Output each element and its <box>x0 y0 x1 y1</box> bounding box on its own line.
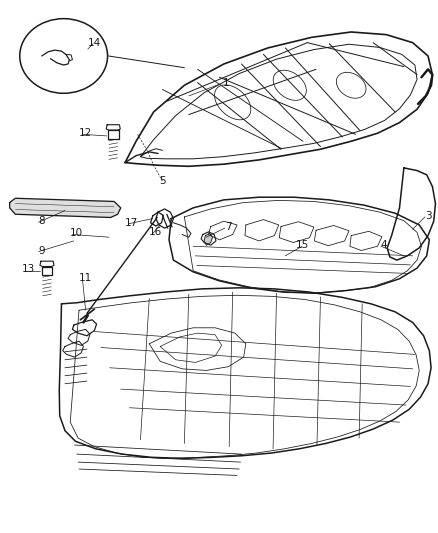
Text: 13: 13 <box>22 264 35 274</box>
Text: 17: 17 <box>125 218 138 228</box>
Text: 8: 8 <box>38 216 45 226</box>
Text: 11: 11 <box>79 273 92 283</box>
Text: 4: 4 <box>380 240 387 250</box>
Text: 1: 1 <box>222 78 229 87</box>
Polygon shape <box>10 198 120 217</box>
Text: 3: 3 <box>424 211 431 221</box>
Text: 9: 9 <box>38 246 45 255</box>
Text: 12: 12 <box>79 128 92 138</box>
Text: 10: 10 <box>70 229 83 238</box>
Text: 15: 15 <box>296 240 309 250</box>
Text: 5: 5 <box>159 176 166 186</box>
Text: 7: 7 <box>224 222 231 231</box>
Polygon shape <box>204 233 212 245</box>
Text: 14: 14 <box>88 38 101 47</box>
Text: 16: 16 <box>149 227 162 237</box>
